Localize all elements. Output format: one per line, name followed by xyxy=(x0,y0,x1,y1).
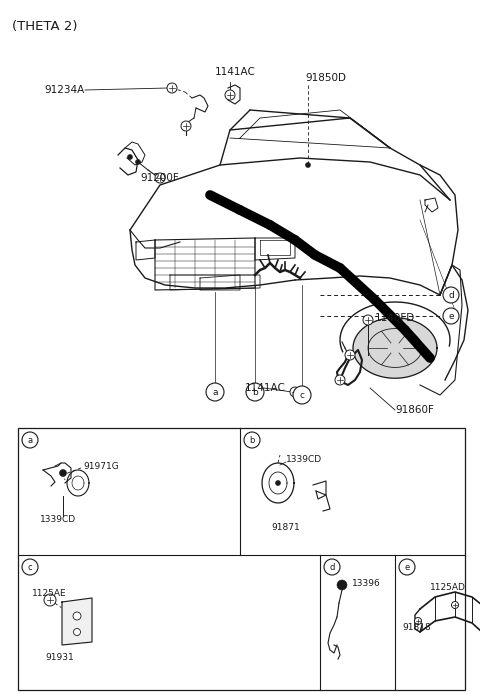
Text: 91200F: 91200F xyxy=(140,173,179,183)
Polygon shape xyxy=(62,598,92,645)
Polygon shape xyxy=(353,318,437,378)
Text: 91860F: 91860F xyxy=(395,405,434,415)
Text: (THETA 2): (THETA 2) xyxy=(12,20,77,33)
Circle shape xyxy=(22,559,38,575)
Bar xyxy=(18,428,465,690)
Circle shape xyxy=(276,480,280,486)
Circle shape xyxy=(337,580,347,590)
Text: a: a xyxy=(27,436,33,445)
Circle shape xyxy=(181,121,191,131)
Text: 1141AC: 1141AC xyxy=(245,383,286,393)
Circle shape xyxy=(244,432,260,448)
Text: d: d xyxy=(448,291,454,300)
Text: 1339CD: 1339CD xyxy=(40,516,76,525)
Text: 91850D: 91850D xyxy=(305,73,346,83)
Text: 91818: 91818 xyxy=(402,623,431,632)
Text: d: d xyxy=(329,562,335,571)
Circle shape xyxy=(399,559,415,575)
Circle shape xyxy=(363,315,373,325)
Text: b: b xyxy=(252,388,258,397)
Text: c: c xyxy=(300,391,304,400)
Circle shape xyxy=(246,383,264,401)
Text: 91931: 91931 xyxy=(46,653,74,662)
Circle shape xyxy=(73,628,81,635)
Circle shape xyxy=(206,383,224,401)
Text: 91234A: 91234A xyxy=(45,85,85,95)
Text: a: a xyxy=(212,388,218,397)
Text: 1141AC: 1141AC xyxy=(215,67,256,77)
Circle shape xyxy=(324,559,340,575)
Circle shape xyxy=(22,432,38,448)
Text: 1125AD: 1125AD xyxy=(430,582,466,591)
Text: 13396: 13396 xyxy=(352,578,381,587)
Text: 91871: 91871 xyxy=(272,523,300,532)
Text: 1140FD: 1140FD xyxy=(375,313,415,323)
Circle shape xyxy=(335,375,345,385)
Circle shape xyxy=(135,159,141,165)
Circle shape xyxy=(155,173,165,183)
Circle shape xyxy=(293,386,311,404)
Circle shape xyxy=(60,470,67,477)
Text: c: c xyxy=(28,562,32,571)
Text: e: e xyxy=(404,562,409,571)
Circle shape xyxy=(443,308,459,324)
Text: 1339CD: 1339CD xyxy=(286,455,322,464)
Circle shape xyxy=(305,163,311,167)
Circle shape xyxy=(345,350,355,360)
Text: b: b xyxy=(249,436,255,445)
Circle shape xyxy=(290,387,300,397)
Circle shape xyxy=(128,154,132,159)
Text: 1125AE: 1125AE xyxy=(32,589,67,598)
Circle shape xyxy=(44,594,56,606)
Circle shape xyxy=(225,90,235,100)
Circle shape xyxy=(443,287,459,303)
Text: e: e xyxy=(448,311,454,320)
Circle shape xyxy=(415,617,421,625)
Circle shape xyxy=(167,83,177,93)
Circle shape xyxy=(73,612,81,620)
Text: 91971G: 91971G xyxy=(83,461,119,471)
Circle shape xyxy=(452,601,458,609)
